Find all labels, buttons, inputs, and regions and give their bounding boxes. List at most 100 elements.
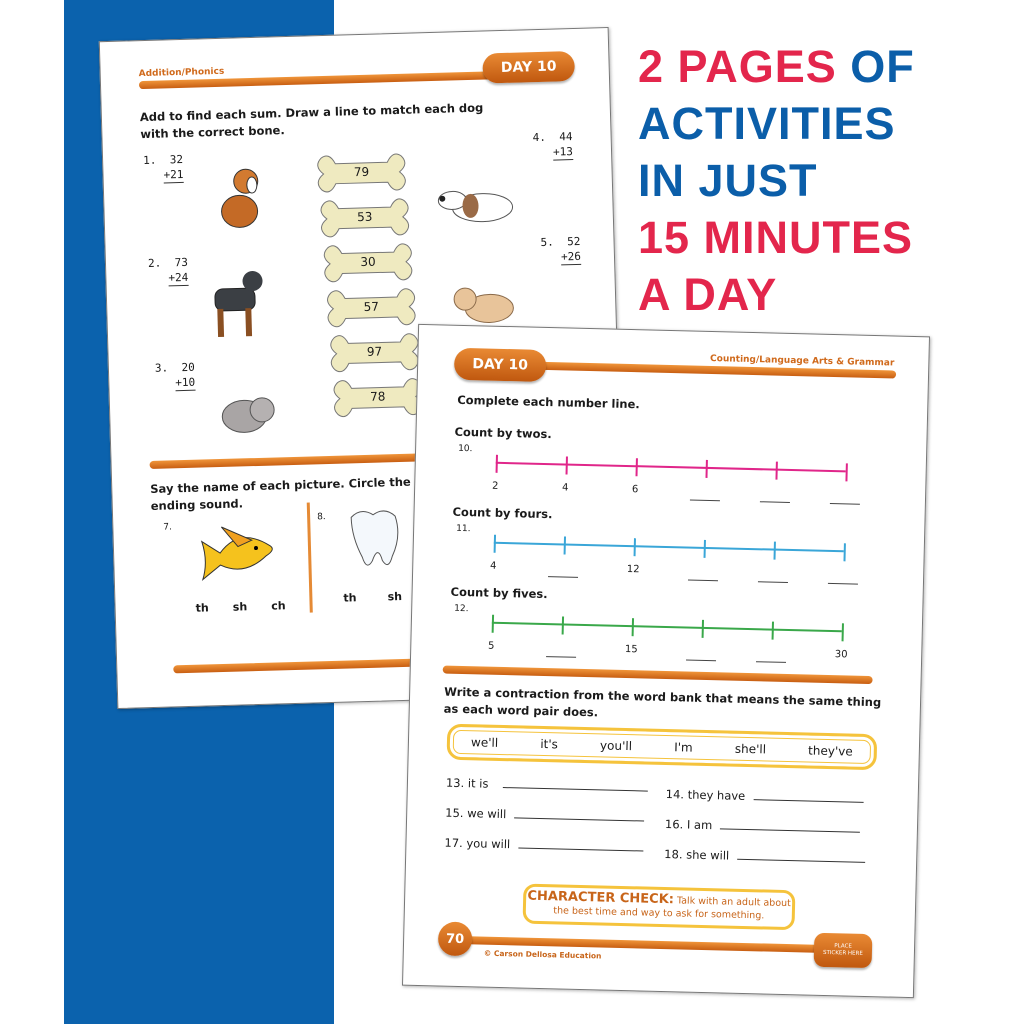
number-line-label: 6: [631, 484, 639, 496]
addend: +24: [168, 269, 189, 287]
number-line-blank[interactable]: [755, 661, 787, 663]
addend: +10: [175, 374, 196, 392]
answer-line[interactable]: [737, 858, 866, 863]
item-number: 13.: [445, 775, 465, 791]
item-number: 17.: [444, 835, 463, 851]
number-line-blank[interactable]: [686, 659, 717, 662]
number-line-blank[interactable]: [827, 582, 858, 585]
number-line-label: 4: [561, 482, 569, 494]
bone-number: 53: [356, 209, 373, 225]
number-line-axis: [491, 621, 842, 633]
number-line-tick: [635, 458, 638, 477]
word-pair: we will: [467, 806, 507, 822]
option[interactable]: sh: [387, 590, 403, 604]
contraction-item: 13. it is: [446, 776, 648, 795]
day-badge: DAY 10: [453, 347, 547, 382]
addend: 44: [559, 130, 573, 144]
basset-dog-icon: [437, 190, 514, 223]
bone-answer[interactable]: 57: [321, 284, 422, 331]
option[interactable]: ch: [271, 599, 286, 613]
bone-number: 79: [353, 164, 370, 180]
contraction-item: 16. I am: [665, 817, 861, 836]
number-line-tick: [491, 614, 495, 633]
word-bank-word: you'll: [599, 738, 633, 754]
headline-text: ACTIVITIES: [638, 98, 896, 149]
problem-number: 1.: [142, 153, 157, 168]
bone-icon: [317, 153, 406, 193]
word-pair: you will: [466, 836, 511, 852]
page-number: 70: [437, 921, 473, 957]
number-line-label: 2: [491, 480, 499, 492]
number-line-tick: [563, 536, 567, 555]
addend: 52: [566, 234, 581, 249]
number-line-blank[interactable]: [546, 656, 577, 658]
number-line-blank[interactable]: [548, 576, 579, 578]
problem-number: 3.: [154, 361, 169, 375]
number-line-tick: [633, 538, 636, 557]
word-pair: they have: [687, 787, 746, 803]
problem-number: 5.: [540, 235, 554, 249]
number-line-blank[interactable]: [689, 499, 720, 502]
number-line-blank[interactable]: [687, 579, 718, 582]
category-label: Addition/Phonics: [138, 66, 225, 80]
number-line-tick: [495, 454, 498, 473]
answer-line[interactable]: [753, 799, 864, 803]
addend: +26: [560, 248, 582, 266]
option[interactable]: sh: [232, 600, 248, 614]
number-line-tick: [701, 619, 705, 638]
bone-icon: [320, 198, 410, 238]
bone-answer[interactable]: 97: [324, 329, 425, 376]
character-check-title: CHARACTER CHECK:: [527, 888, 675, 908]
bone-answer[interactable]: 30: [317, 239, 418, 286]
number-line-tick: [565, 456, 568, 475]
number-line-label: 12: [626, 564, 640, 576]
number-line-title: Count by fives.: [450, 584, 548, 602]
left-workbook-page: Addition/Phonics DAY 10 Add to find each…: [98, 27, 628, 709]
character-check-box: CHARACTER CHECK: Talk with an adult abou…: [522, 883, 796, 931]
word-pair: it is: [467, 776, 489, 791]
word-pair: I am: [686, 817, 713, 833]
bone-number: 30: [360, 254, 376, 270]
number-line-blank[interactable]: [757, 581, 788, 583]
headline-text: IN JUST: [638, 155, 818, 206]
bone-answer[interactable]: 79: [311, 150, 412, 197]
addend: 32: [169, 152, 184, 167]
number-line-blank[interactable]: [829, 502, 860, 505]
number-line: [493, 534, 846, 562]
sticker-placeholder[interactable]: PLACE STICKER HERE: [813, 932, 873, 969]
answer-line[interactable]: [720, 828, 861, 833]
word-bank: we'll it's you'll I'm she'll they've: [446, 723, 878, 771]
contraction-instruction: Write a contraction from the word bank t…: [443, 684, 882, 720]
headline: 2 PAGES OF ACTIVITIES IN JUST 15 MINUTES…: [638, 38, 915, 323]
answer-line[interactable]: [502, 787, 648, 792]
number-line-blank[interactable]: [759, 501, 790, 503]
phonics-instruction: Say the name of each picture. Circle the…: [150, 473, 446, 515]
item-number: 16.: [664, 817, 684, 832]
doberman-dog-icon: [214, 271, 263, 338]
number-line-tick: [775, 461, 778, 480]
bone-answer[interactable]: 78: [327, 374, 428, 421]
number-line-label: 5: [487, 640, 495, 652]
answer-line[interactable]: [518, 847, 644, 852]
contraction-item: 17. you will: [444, 835, 644, 855]
number-line: [495, 454, 848, 482]
instruction: Complete each number line.: [457, 392, 640, 412]
bone-number: 78: [369, 389, 386, 404]
puppy-dog-icon: [221, 397, 275, 433]
option[interactable]: th: [343, 591, 357, 605]
number-line-tick: [561, 616, 565, 635]
number-line-label: 15: [624, 643, 638, 656]
bone-icon: [327, 288, 416, 328]
item-number: 14.: [665, 787, 685, 802]
addend: +21: [163, 166, 184, 184]
number-line-title: Count by twos.: [454, 424, 552, 442]
option[interactable]: th: [195, 601, 209, 615]
bone-number: 57: [363, 299, 380, 314]
answer-line[interactable]: [514, 817, 645, 822]
copyright: © Carson Dellosa Education: [483, 948, 602, 961]
item-number: 11.: [456, 523, 471, 535]
problem: 4. 44 +13: [532, 129, 574, 161]
bone-answer[interactable]: 53: [314, 195, 415, 242]
number-line-axis: [493, 541, 844, 553]
headline-text: A DAY: [638, 269, 778, 320]
